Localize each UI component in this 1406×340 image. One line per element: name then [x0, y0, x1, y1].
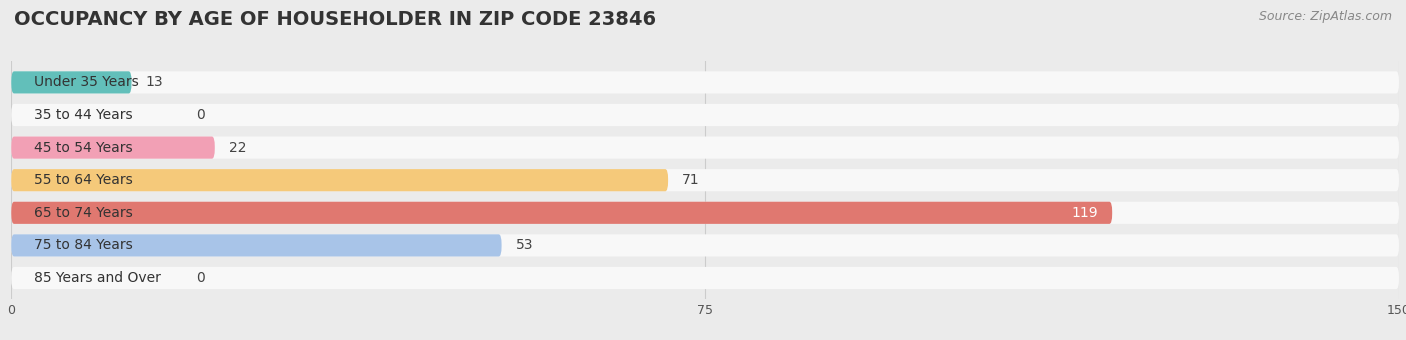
- Text: 0: 0: [197, 271, 205, 285]
- Text: Source: ZipAtlas.com: Source: ZipAtlas.com: [1258, 10, 1392, 23]
- FancyBboxPatch shape: [11, 234, 502, 256]
- FancyBboxPatch shape: [11, 169, 1399, 191]
- FancyBboxPatch shape: [11, 202, 1399, 224]
- FancyBboxPatch shape: [11, 137, 1399, 159]
- Text: 55 to 64 Years: 55 to 64 Years: [34, 173, 134, 187]
- Text: 0: 0: [197, 108, 205, 122]
- Text: 85 Years and Over: 85 Years and Over: [34, 271, 162, 285]
- Text: 35 to 44 Years: 35 to 44 Years: [34, 108, 134, 122]
- Text: 75 to 84 Years: 75 to 84 Years: [34, 238, 134, 252]
- Text: OCCUPANCY BY AGE OF HOUSEHOLDER IN ZIP CODE 23846: OCCUPANCY BY AGE OF HOUSEHOLDER IN ZIP C…: [14, 10, 657, 29]
- Text: 65 to 74 Years: 65 to 74 Years: [34, 206, 134, 220]
- FancyBboxPatch shape: [11, 104, 1399, 126]
- FancyBboxPatch shape: [11, 267, 1399, 289]
- FancyBboxPatch shape: [11, 137, 215, 159]
- Text: 45 to 54 Years: 45 to 54 Years: [34, 141, 134, 155]
- FancyBboxPatch shape: [11, 202, 1112, 224]
- FancyBboxPatch shape: [11, 234, 1399, 256]
- Text: 13: 13: [145, 75, 163, 89]
- FancyBboxPatch shape: [11, 71, 132, 94]
- Text: 53: 53: [516, 238, 533, 252]
- Text: 22: 22: [229, 141, 246, 155]
- FancyBboxPatch shape: [11, 71, 1399, 94]
- Text: Under 35 Years: Under 35 Years: [34, 75, 139, 89]
- FancyBboxPatch shape: [11, 169, 668, 191]
- Text: 119: 119: [1071, 206, 1098, 220]
- Text: 71: 71: [682, 173, 700, 187]
